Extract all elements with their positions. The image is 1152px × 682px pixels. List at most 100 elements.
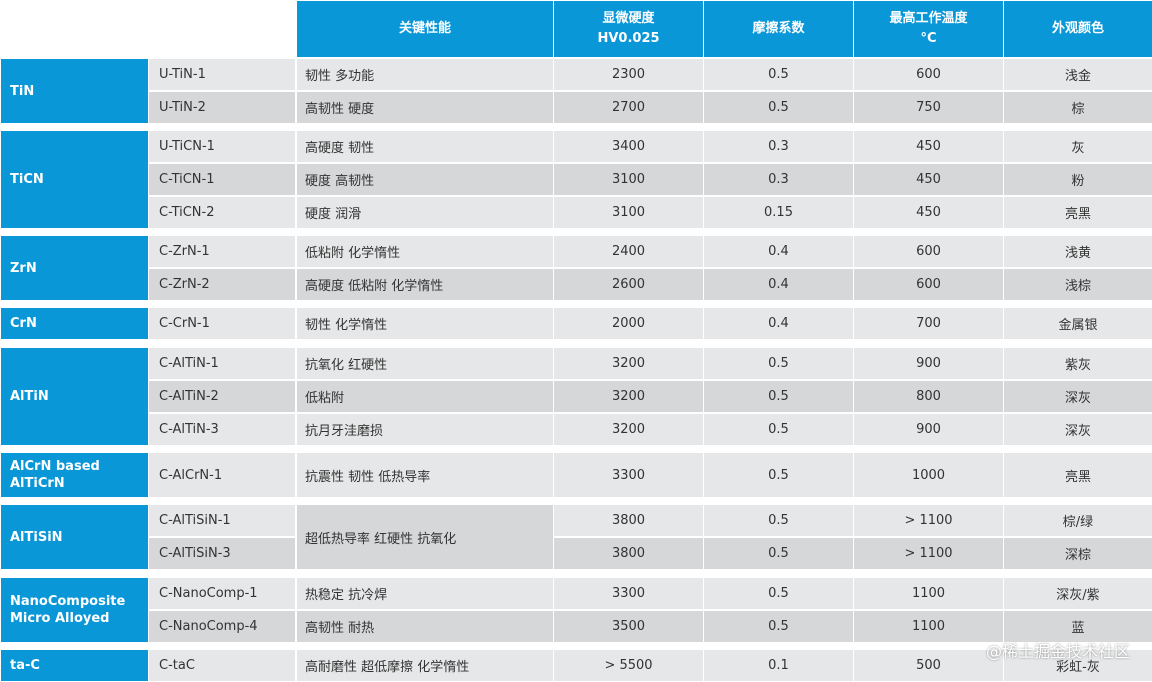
max-temp-value: 1100 xyxy=(854,611,1003,642)
microhardness-value: 2600 xyxy=(554,269,703,300)
coating-code: C-NanoComp-4 xyxy=(149,611,295,642)
friction-value: 0.5 xyxy=(704,92,853,123)
microhardness-value-text: 3800 xyxy=(611,513,646,528)
microhardness-value-text: 3400 xyxy=(611,139,646,154)
appearance-color: 亮黑 xyxy=(1004,197,1152,228)
max-temp-value-text: > 1100 xyxy=(904,513,953,528)
coating-code-text: C-AlTiN-1 xyxy=(159,356,219,371)
max-temp-value-text: 450 xyxy=(916,205,941,220)
max-temp-value: 450 xyxy=(854,164,1003,195)
coating-code: C-AlTiSiN-1 xyxy=(149,505,295,536)
appearance-color: 紫灰 xyxy=(1004,348,1152,379)
max-temp-value-text: > 1100 xyxy=(904,546,953,561)
header-microhardness-text: 显微硬度 HV0.025 xyxy=(597,11,660,46)
friction-value: 0.3 xyxy=(704,164,853,195)
appearance-color-text: 棕/绿 xyxy=(1062,515,1094,530)
max-temp-value-text: 1000 xyxy=(911,467,946,483)
microhardness-value: 2000 xyxy=(554,308,703,339)
key-properties: 硬度 润滑 xyxy=(297,197,553,228)
friction-value-text: 0.5 xyxy=(768,100,789,115)
coating-code: C-AlTiN-2 xyxy=(149,381,295,412)
friction-value-text: 0.5 xyxy=(768,586,789,601)
key-properties-text: 高耐磨性 超低摩擦 化学惰性 xyxy=(305,660,470,675)
coating-code-text: C-AlTiN-2 xyxy=(159,389,219,404)
friction-value-text: 0.5 xyxy=(768,389,789,404)
microhardness-value: 3300 xyxy=(554,453,703,497)
microhardness-value: 3500 xyxy=(554,611,703,642)
appearance-color: 棕 xyxy=(1004,92,1152,123)
friction-value: 0.4 xyxy=(704,269,853,300)
friction-value: 0.5 xyxy=(704,611,853,642)
max-temp-value: 1000 xyxy=(854,453,1003,497)
coating-code-text: U-TiN-1 xyxy=(159,67,206,82)
coating-code: C-AlCrN-1 xyxy=(149,453,295,497)
header-key-properties-text: 关键性能 xyxy=(398,21,451,36)
max-temp-value: 600 xyxy=(854,59,1003,90)
appearance-color: 粉 xyxy=(1004,164,1152,195)
coating-code-text: C-NanoComp-1 xyxy=(159,586,258,601)
group-label-text: NanoComposite Micro Alloyed xyxy=(10,594,126,626)
appearance-color-text: 亮黑 xyxy=(1064,207,1091,222)
microhardness-value: 3800 xyxy=(554,538,703,569)
friction-value-text: 0.4 xyxy=(768,244,789,259)
watermark: @稀土掘金技术社区 xyxy=(985,642,1130,661)
header-friction-text: 摩擦系数 xyxy=(752,21,805,36)
max-temp-value-text: 900 xyxy=(916,422,941,437)
max-temp-value-text: 1100 xyxy=(911,619,946,634)
group-label-text: CrN xyxy=(10,316,37,331)
friction-value: 0.5 xyxy=(704,348,853,379)
coating-code: C-taC xyxy=(149,650,295,681)
coating-code: C-ZrN-1 xyxy=(149,236,295,267)
friction-value-text: 0.5 xyxy=(768,356,789,371)
coating-code: C-CrN-1 xyxy=(149,308,295,339)
coating-code: U-TiN-2 xyxy=(149,92,295,123)
coating-code-text: C-AlTiSiN-3 xyxy=(159,546,231,561)
max-temp-value: 600 xyxy=(854,269,1003,300)
coating-code-text: C-TiCN-1 xyxy=(159,172,215,187)
header-key-properties: 关键性能 xyxy=(297,1,553,57)
friction-value: 0.5 xyxy=(704,578,853,609)
friction-value: 0.1 xyxy=(704,650,853,681)
max-temp-value-text: 700 xyxy=(916,316,941,331)
friction-value-text: 0.5 xyxy=(768,513,789,528)
microhardness-value: > 5500 xyxy=(554,650,703,681)
header-friction: 摩擦系数 xyxy=(704,1,853,57)
appearance-color-text: 亮黑 xyxy=(1064,469,1091,485)
key-properties-text: 抗震性 韧性 低热导率 xyxy=(305,469,431,485)
key-properties-text: 硬度 高韧性 xyxy=(305,174,375,189)
max-temp-value-text: 800 xyxy=(916,389,941,404)
appearance-color-text: 深灰 xyxy=(1064,391,1091,406)
appearance-color-text: 蓝 xyxy=(1071,621,1085,636)
friction-value: 0.4 xyxy=(704,308,853,339)
max-temp-value-text: 500 xyxy=(916,658,941,673)
appearance-color: 浅黄 xyxy=(1004,236,1152,267)
group-label: NanoComposite Micro Alloyed xyxy=(1,578,148,642)
appearance-color: 彩虹-灰 xyxy=(1004,650,1152,681)
microhardness-value: 2300 xyxy=(554,59,703,90)
max-temp-value-text: 750 xyxy=(916,100,941,115)
friction-value: 0.15 xyxy=(704,197,853,228)
microhardness-value: 3300 xyxy=(554,578,703,609)
header-microhardness: 显微硬度 HV0.025 xyxy=(554,1,703,57)
microhardness-value-text: 3100 xyxy=(611,205,646,220)
coating-code-text: C-CrN-1 xyxy=(159,316,210,331)
appearance-color-text: 深棕 xyxy=(1064,548,1091,563)
microhardness-value-text: 3200 xyxy=(611,356,646,371)
key-properties-text: 高韧性 耐热 xyxy=(305,621,375,636)
coating-code-text: C-NanoComp-4 xyxy=(159,619,258,634)
appearance-color-text: 浅黄 xyxy=(1064,246,1091,261)
key-properties: 抗震性 韧性 低热导率 xyxy=(297,453,553,497)
max-temp-value: 800 xyxy=(854,381,1003,412)
friction-value: 0.5 xyxy=(704,538,853,569)
friction-value: 0.5 xyxy=(704,414,853,445)
key-properties: 高韧性 硬度 xyxy=(297,92,553,123)
key-properties-text: 低粘附 化学惰性 xyxy=(305,246,401,261)
friction-value-text: 0.1 xyxy=(768,658,789,673)
microhardness-value: 2700 xyxy=(554,92,703,123)
appearance-color: 棕/绿 xyxy=(1004,505,1152,536)
key-properties: 高耐磨性 超低摩擦 化学惰性 xyxy=(297,650,553,681)
appearance-color-text: 灰 xyxy=(1071,141,1085,156)
group-label: TiN xyxy=(1,59,148,123)
key-properties-text: 抗氧化 红硬性 xyxy=(305,358,388,373)
